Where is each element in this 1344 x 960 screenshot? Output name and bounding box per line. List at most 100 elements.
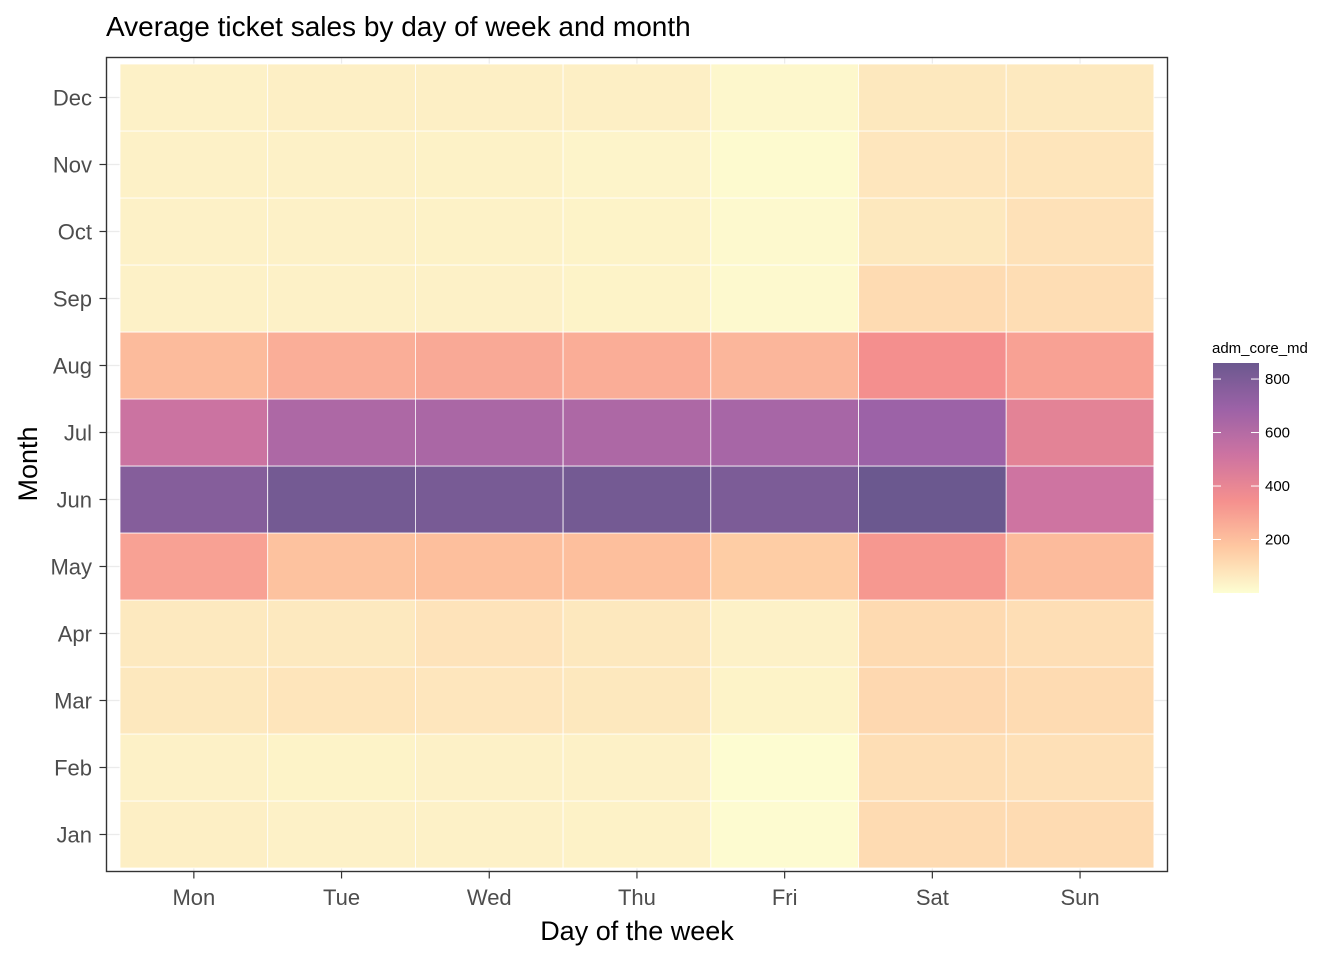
heatmap-cell — [1005, 197, 1155, 266]
heatmap-cell — [267, 398, 416, 467]
x-tick-label: Fri — [772, 885, 798, 910]
heatmap-cell — [119, 800, 269, 869]
heatmap-cell — [119, 130, 269, 199]
heatmap-cell — [414, 197, 564, 266]
heatmap-cell — [414, 532, 564, 601]
heatmap-cell — [1005, 331, 1155, 400]
heatmap-cell — [858, 733, 1007, 802]
heatmap-cell — [710, 331, 859, 400]
y-tick-label: Jun — [57, 488, 92, 513]
heatmap-cell — [562, 465, 712, 534]
heatmap-cell — [1005, 666, 1155, 735]
heatmap-cell — [710, 264, 859, 333]
heatmap-cell — [858, 465, 1007, 534]
heatmap-cell — [710, 599, 859, 668]
heatmap-cell — [858, 666, 1007, 735]
legend-tick-label: 400 — [1265, 478, 1290, 495]
y-tick-label: Nov — [53, 153, 92, 178]
heatmap-cell — [562, 264, 712, 333]
heatmap-cell — [1005, 800, 1155, 869]
x-tick-label: Thu — [618, 885, 656, 910]
heatmap-cell — [562, 532, 712, 601]
heatmap-cell — [710, 63, 859, 132]
heatmap-cell — [119, 666, 269, 735]
heatmap-cell — [119, 264, 269, 333]
legend-tick-label: 800 — [1265, 371, 1290, 388]
chart-title: Average ticket sales by day of week and … — [106, 11, 691, 42]
y-tick-label: Aug — [53, 354, 92, 379]
heatmap-cell — [267, 331, 416, 400]
legend-tick-label: 600 — [1265, 425, 1290, 442]
heatmap-cell — [1005, 398, 1155, 467]
heatmap-cell — [858, 130, 1007, 199]
heatmap-cell — [858, 398, 1007, 467]
heatmap-cell — [710, 532, 859, 601]
y-tick-label: Jan — [57, 823, 92, 848]
heatmap-cell — [858, 532, 1007, 601]
y-tick-label: Oct — [58, 220, 92, 245]
y-tick-label: Feb — [54, 756, 92, 781]
heatmap-cell — [1005, 599, 1155, 668]
heatmap-cell — [119, 532, 269, 601]
y-axis-title: Month — [13, 426, 43, 501]
heatmap-cell — [562, 800, 712, 869]
x-tick-label: Tue — [323, 885, 360, 910]
y-tick-label: Dec — [53, 86, 92, 111]
y-tick-label: Jul — [64, 421, 92, 446]
x-axis: Mon Tue Wed Thu Fri Sat Sun — [172, 871, 1100, 910]
x-tick-label: Sat — [916, 885, 949, 910]
heatmap-cell — [710, 733, 859, 802]
heatmap-cell — [267, 666, 416, 735]
heatmap-cell — [414, 800, 564, 869]
heatmap-cell — [1005, 130, 1155, 199]
heatmap-cell — [267, 465, 416, 534]
heatmap-cell — [267, 197, 416, 266]
heatmap-cell — [267, 532, 416, 601]
y-tick-label: May — [50, 555, 92, 580]
heatmap-cell — [562, 197, 712, 266]
heatmap-cell — [858, 63, 1007, 132]
heatmap-cell — [710, 465, 859, 534]
y-axis: Jan Feb Mar Apr May Jun Jul Aug Sep Oct Nov Dec — [50, 86, 107, 848]
heatmap-cell — [267, 599, 416, 668]
legend-ticks: 200 400 600 800 — [1213, 371, 1290, 549]
legend-color-bar — [1213, 363, 1259, 593]
heatmap-cell — [710, 398, 859, 467]
heatmap-cell — [267, 63, 416, 132]
x-tick-label: Mon — [172, 885, 215, 910]
y-tick-label: Mar — [54, 689, 92, 714]
heatmap-cell — [414, 666, 564, 735]
y-tick-label: Apr — [58, 622, 92, 647]
heatmap-cell — [562, 398, 712, 467]
heatmap-cell — [414, 264, 564, 333]
heatmap-cell — [858, 599, 1007, 668]
x-tick-label: Wed — [467, 885, 512, 910]
heatmap-cell — [414, 331, 564, 400]
heatmap-cell — [119, 599, 269, 668]
heatmap-cell — [562, 331, 712, 400]
heatmap-cell — [562, 130, 712, 199]
heatmap-cell — [414, 398, 564, 467]
heatmap-cell — [562, 666, 712, 735]
heatmap-cell — [414, 465, 564, 534]
heatmap-cell — [119, 465, 269, 534]
heatmap-cell — [414, 130, 564, 199]
heatmap-cell — [858, 264, 1007, 333]
heatmap-cell — [267, 130, 416, 199]
heatmap-cell — [119, 63, 269, 132]
heatmap-cell — [119, 331, 269, 400]
heatmap-cell — [710, 800, 859, 869]
heatmap-cell — [1005, 532, 1155, 601]
heatmap-cell — [562, 733, 712, 802]
x-axis-title: Day of the week — [540, 916, 734, 946]
heatmap-cell — [1005, 733, 1155, 802]
heatmap-tiles — [119, 63, 1155, 869]
heatmap-cell — [710, 130, 859, 199]
heatmap-cell — [119, 197, 269, 266]
heatmap-cell — [1005, 63, 1155, 132]
heatmap-cell — [1005, 264, 1155, 333]
heatmap-cell — [414, 63, 564, 132]
heatmap-cell — [267, 733, 416, 802]
heatmap-cell — [562, 599, 712, 668]
